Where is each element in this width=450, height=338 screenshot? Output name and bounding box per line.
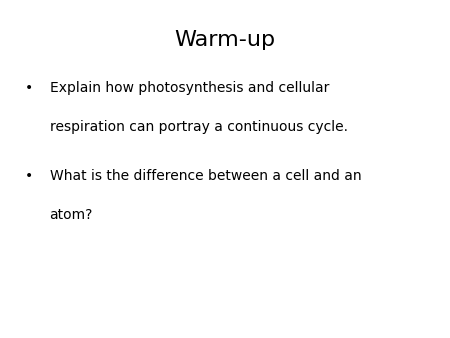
Text: •: •	[25, 169, 33, 183]
Text: Warm-up: Warm-up	[175, 30, 275, 50]
Text: What is the difference between a cell and an: What is the difference between a cell an…	[50, 169, 361, 183]
Text: atom?: atom?	[50, 208, 93, 222]
Text: respiration can portray a continuous cycle.: respiration can portray a continuous cyc…	[50, 120, 347, 134]
Text: •: •	[25, 81, 33, 95]
Text: Explain how photosynthesis and cellular: Explain how photosynthesis and cellular	[50, 81, 329, 95]
